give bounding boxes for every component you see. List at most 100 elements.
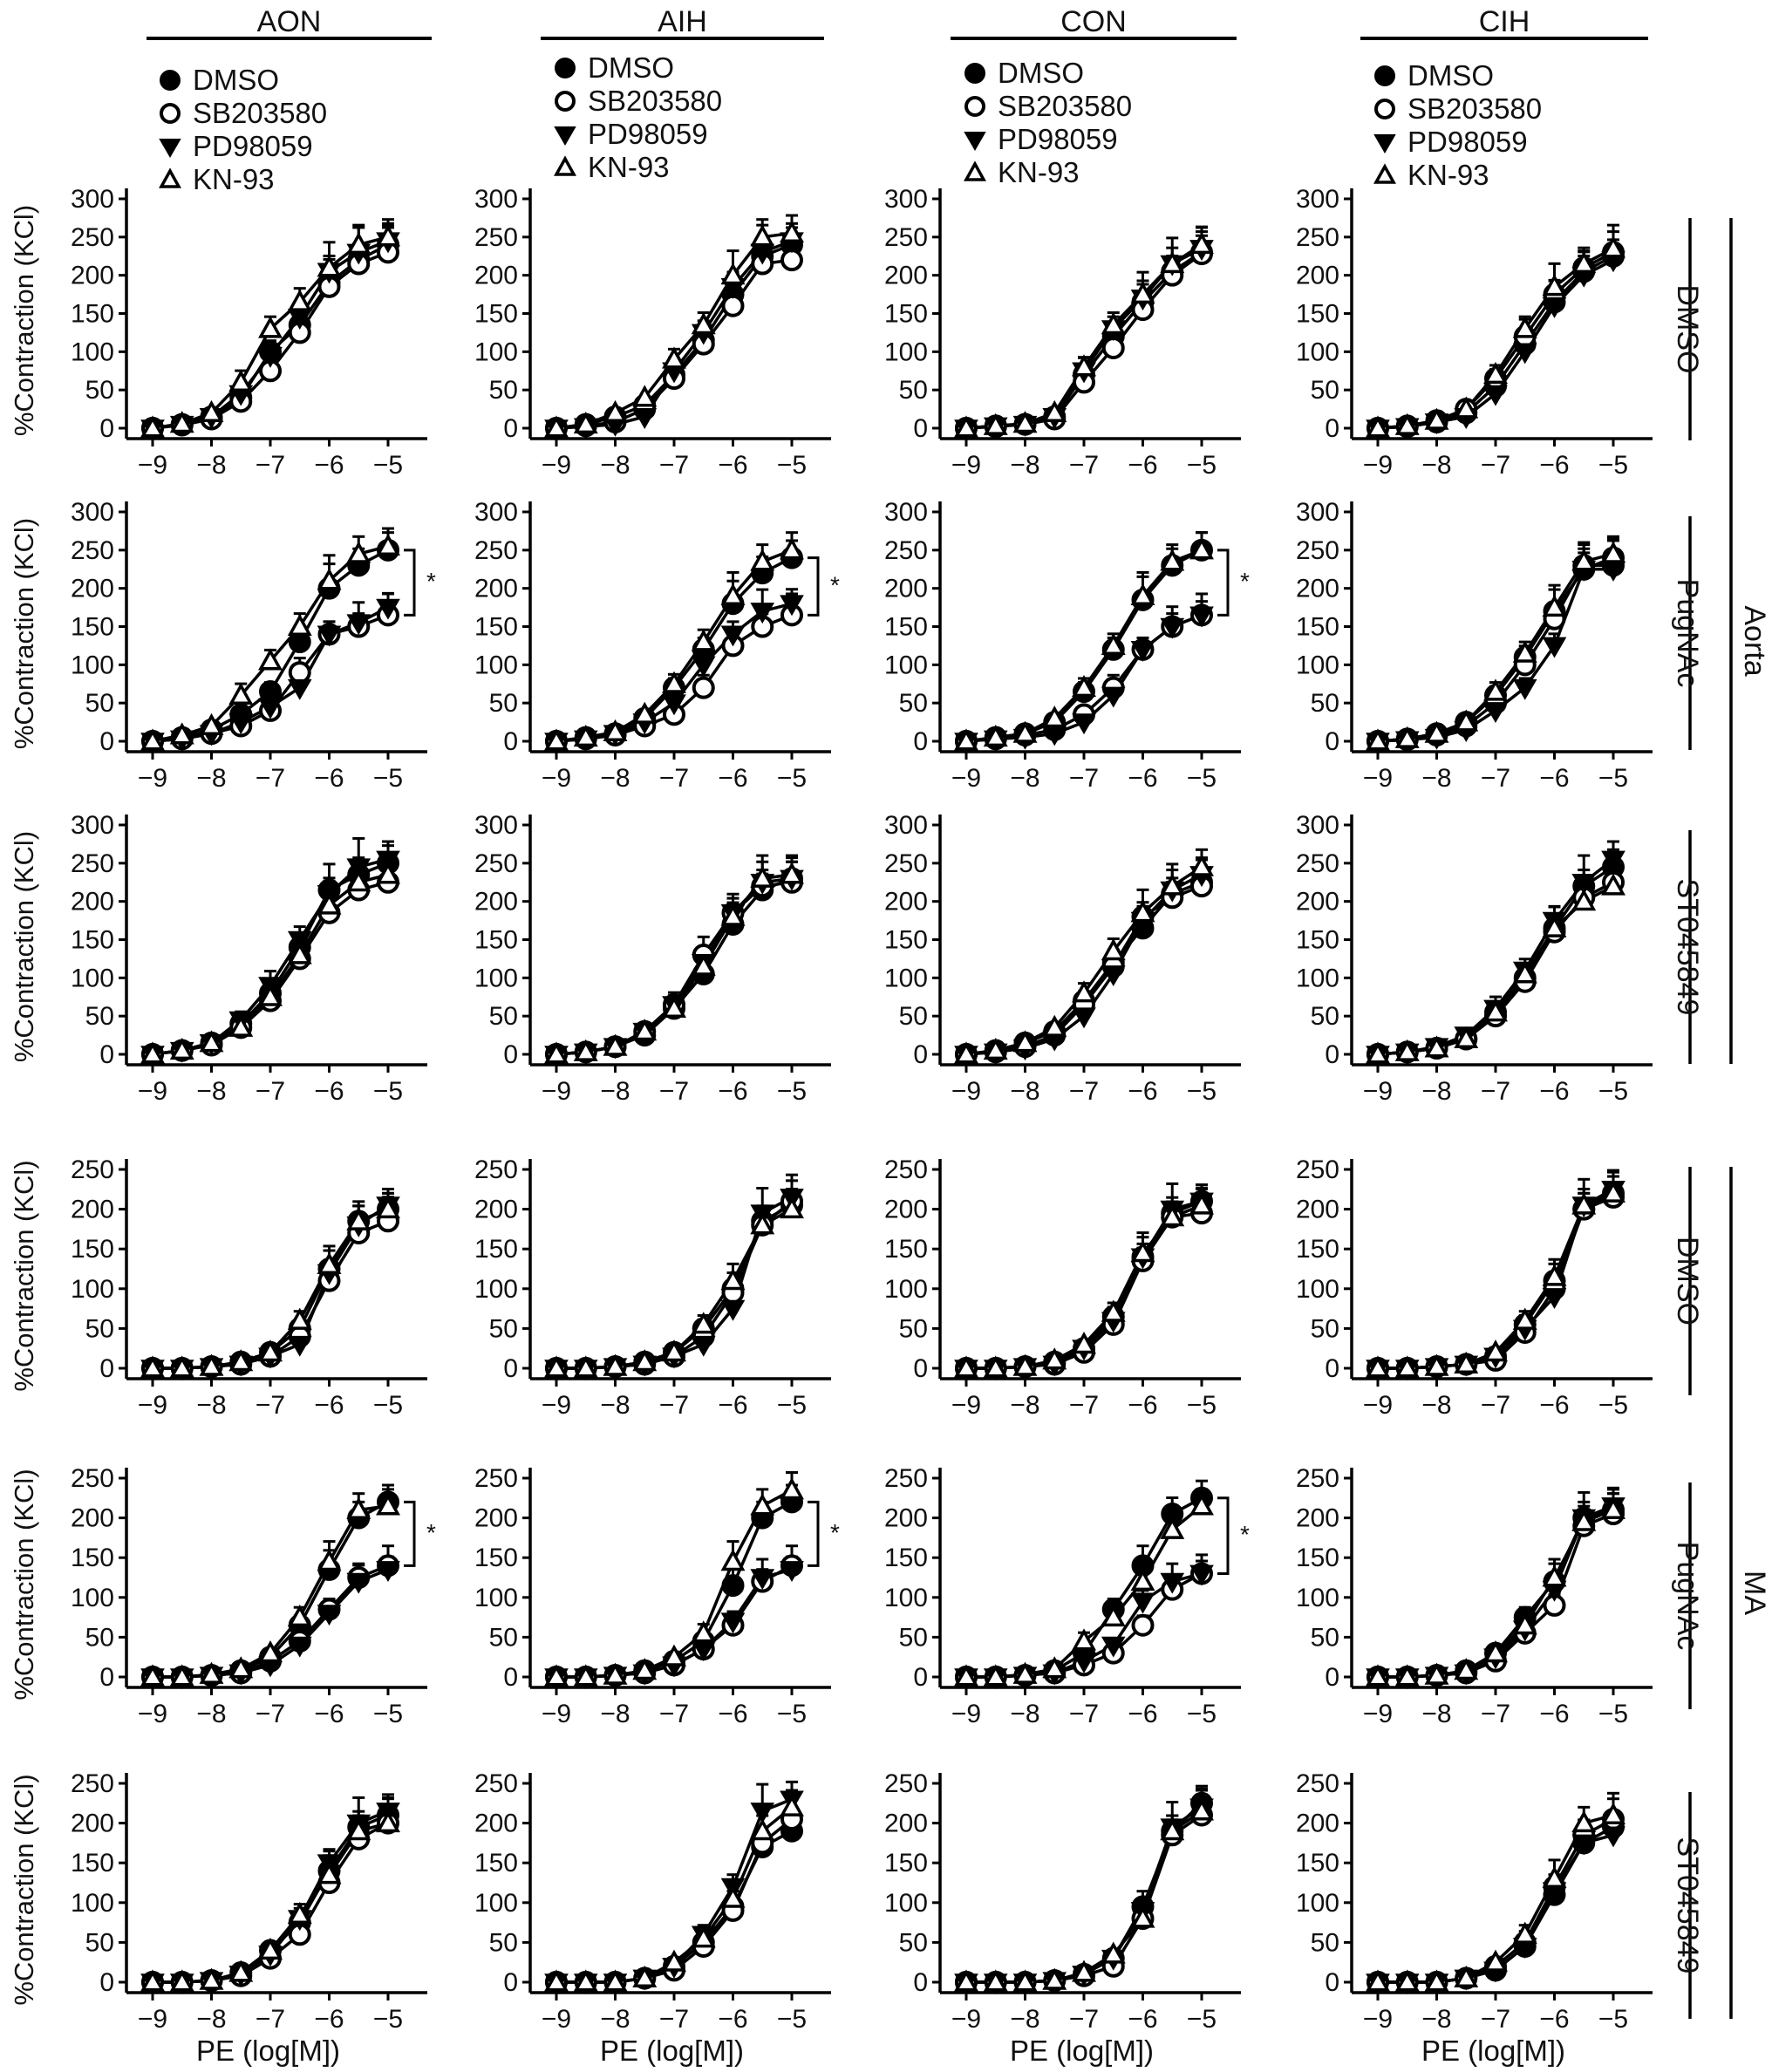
data-point-kn-93 <box>287 613 312 637</box>
significance-bracket <box>1217 1496 1230 1575</box>
data-point-kn-93 <box>140 1969 165 1992</box>
y-tick-label: 250 <box>71 536 114 565</box>
data-point-kn-93 <box>1160 549 1185 571</box>
y-tick-label: 0 <box>913 1354 928 1383</box>
y-tick-label: 150 <box>1296 613 1339 642</box>
x-tick-label: −5 <box>1187 451 1217 480</box>
data-point-kn-93 <box>573 1969 598 1992</box>
x-tick-label: −5 <box>373 1077 403 1106</box>
x-tick-label: −8 <box>1010 1077 1039 1106</box>
data-point-sb203580 <box>692 676 715 699</box>
data-point-kn-93 <box>750 1818 775 1841</box>
legend-label: DMSO <box>1407 59 1494 92</box>
x-tick-label: −8 <box>1421 1077 1451 1106</box>
y-tick-label: 250 <box>474 223 518 252</box>
data-point-kn-93 <box>1424 407 1449 430</box>
x-tick-label: −9 <box>951 764 981 793</box>
legend-label: KN-93 <box>1407 159 1489 191</box>
significance-bracket <box>404 1500 416 1567</box>
data-point-pd98059 <box>780 1561 804 1582</box>
data-point-kn-93 <box>258 1937 283 1960</box>
x-tick-label: −8 <box>1421 1391 1451 1420</box>
y-tick-label: 0 <box>99 414 114 443</box>
x-tick-label: −9 <box>138 764 167 793</box>
data-point-kn-93 <box>258 1339 283 1362</box>
y-tick-label: 0 <box>99 1663 114 1692</box>
x-tick-label: −5 <box>1187 764 1217 793</box>
series-line-dmso <box>965 881 1203 1056</box>
x-tick-label: −5 <box>373 2005 403 2034</box>
y-tick-label: 150 <box>474 300 518 329</box>
y-tick-label: 150 <box>1296 926 1339 955</box>
data-point-kn-93 <box>346 869 371 892</box>
y-tick-label: 200 <box>474 575 518 603</box>
data-point-pd98059 <box>258 698 283 719</box>
data-point-kn-93 <box>376 224 400 247</box>
panel-con-ma-dmso: 0 50 100 150 200 250 −9 −8 −7 −6 −5 <box>884 1155 1241 1420</box>
y-tick-label: 0 <box>99 1354 114 1383</box>
data-point-kn-93 <box>1130 583 1155 605</box>
y-tick-label: 50 <box>899 1928 928 1957</box>
x-tick-label: −6 <box>1128 1391 1157 1420</box>
data-point-kn-93 <box>169 1038 194 1060</box>
x-tick-label: −5 <box>777 451 807 480</box>
data-point-sb203580 <box>288 661 311 685</box>
x-tick-label: −6 <box>314 1077 344 1106</box>
series-line-sb203580 <box>555 258 793 430</box>
x-tick-label: −9 <box>1363 1391 1393 1420</box>
series-line-kn-93 <box>152 873 389 1056</box>
data-point-kn-93 <box>1130 900 1155 923</box>
y-tick-label: 200 <box>884 888 928 917</box>
data-point-kn-93 <box>1072 1332 1096 1354</box>
x-tick-label: −5 <box>1598 451 1628 480</box>
y-tick-label: 150 <box>474 613 518 642</box>
x-tick-label: −7 <box>1481 2005 1510 2034</box>
y-tick-label: 50 <box>1311 1928 1339 1957</box>
y-tick-label: 200 <box>1296 888 1339 917</box>
data-point-kn-93 <box>1542 274 1567 296</box>
y-tick-label: 100 <box>474 1889 518 1918</box>
legend-marker-dmso <box>160 70 181 91</box>
data-point-kn-93 <box>1012 720 1038 743</box>
data-point-pd98059 <box>1571 1834 1597 1856</box>
legend-label: DMSO <box>588 51 674 84</box>
data-point-kn-93 <box>169 1664 194 1687</box>
x-tick-label: −9 <box>1363 764 1393 793</box>
data-point-pd98059 <box>1072 1007 1096 1029</box>
x-tick-label: −8 <box>600 764 630 793</box>
data-point-pd98059 <box>1072 713 1096 735</box>
data-point-kn-93 <box>1394 1664 1420 1687</box>
data-point-kn-93 <box>1571 1509 1597 1531</box>
y-tick-label: 50 <box>1311 689 1339 718</box>
panel-aih-aorta-pugnac: 0 50 100 150 200 250 300 −9 −8 −7 −6 −5 * <box>474 498 840 793</box>
data-point-kn-93 <box>691 629 716 651</box>
legend-label: PD98059 <box>193 130 313 162</box>
panel-aih-ma-dmso: 0 50 100 150 200 250 −9 −8 −7 −6 −5 <box>474 1155 831 1420</box>
legend-marker-sb203580 <box>160 103 181 124</box>
y-tick-label: 0 <box>913 1040 928 1069</box>
data-point-dmso <box>721 1574 745 1598</box>
x-tick-label: −6 <box>314 1700 344 1728</box>
legend-marker-pd98059 <box>964 132 986 151</box>
x-tick-label: −7 <box>1481 1391 1510 1420</box>
x-axis-label: PE (log[M]) <box>1010 2035 1154 2067</box>
y-tick-label: 150 <box>884 300 928 329</box>
x-tick-label: −6 <box>1128 2005 1157 2034</box>
data-point-kn-93 <box>632 1019 658 1041</box>
x-tick-label: −7 <box>256 2005 285 2034</box>
data-point-kn-93 <box>199 712 224 736</box>
panel-cih-ma-st045849: 0 50 100 150 200 250 −9 −8 −7 −6 −5 PE (log[M]) <box>1296 1769 1653 2067</box>
data-point-kn-93 <box>1601 1496 1625 1520</box>
legend-marker-dmso <box>1374 65 1395 86</box>
y-tick-label: 200 <box>474 1196 518 1224</box>
data-point-kn-93 <box>1189 231 1214 255</box>
data-point-kn-93 <box>1483 1949 1508 1972</box>
data-point-kn-93 <box>780 1196 804 1219</box>
y-tick-label: 50 <box>1311 1623 1339 1652</box>
data-point-kn-93 <box>1366 1041 1390 1064</box>
series-line-sb203580 <box>152 881 389 1056</box>
y-tick-label: 0 <box>1325 414 1339 443</box>
y-tick-label: 100 <box>71 651 114 679</box>
data-point-kn-93 <box>1483 1640 1508 1663</box>
